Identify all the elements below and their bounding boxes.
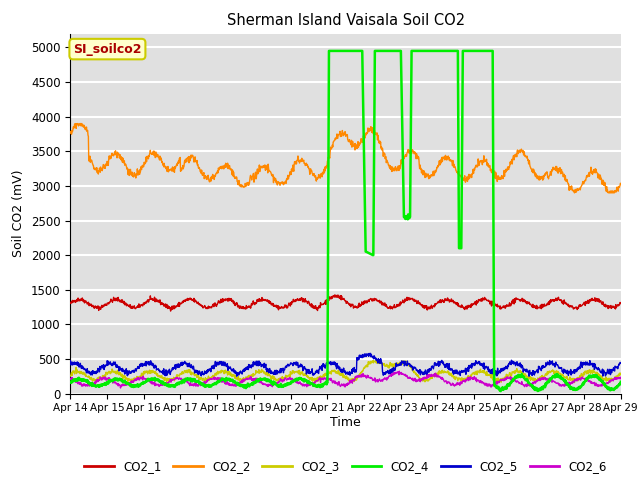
Text: SI_soilco2: SI_soilco2	[73, 43, 141, 56]
Legend: CO2_1, CO2_2, CO2_3, CO2_4, CO2_5, CO2_6: CO2_1, CO2_2, CO2_3, CO2_4, CO2_5, CO2_6	[79, 456, 612, 478]
Title: Sherman Island Vaisala Soil CO2: Sherman Island Vaisala Soil CO2	[227, 13, 465, 28]
X-axis label: Time: Time	[330, 416, 361, 429]
Y-axis label: Soil CO2 (mV): Soil CO2 (mV)	[13, 170, 26, 257]
